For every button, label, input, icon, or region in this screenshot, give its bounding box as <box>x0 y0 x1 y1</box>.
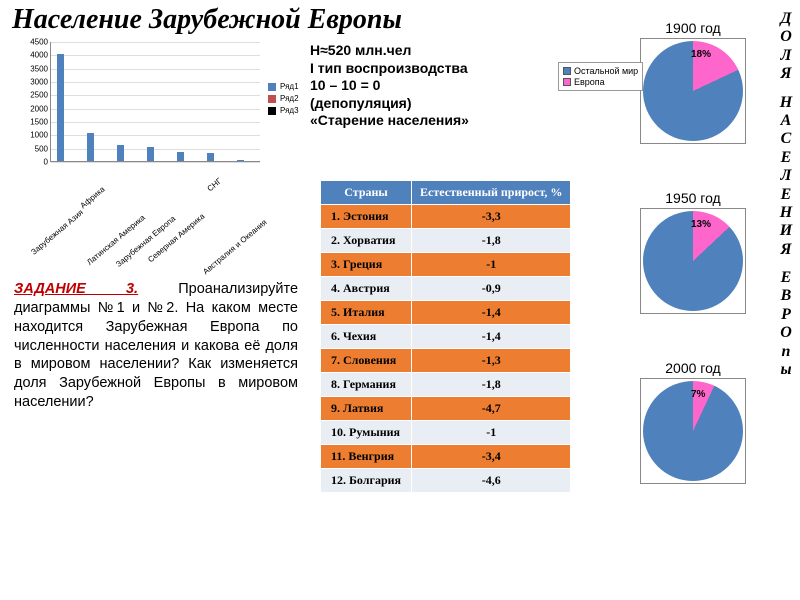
bar <box>237 160 244 161</box>
table-cell-value: -4,6 <box>412 469 571 493</box>
table-cell-country: 3. Греция <box>321 253 412 277</box>
table-cell-value: -3,4 <box>412 445 571 469</box>
table-body: 1. Эстония-3,32. Хорватия-1,83. Греция-1… <box>321 205 571 493</box>
pie-legend: Остальной мирЕвропа <box>558 62 643 91</box>
table-cell-country: 4. Австрия <box>321 277 412 301</box>
bar-legend-item: Ряд2 <box>268 94 299 103</box>
table-row: 12. Болгария-4,6 <box>321 469 571 493</box>
bar-ytick: 4000 <box>20 51 48 60</box>
bar-ytick: 4500 <box>20 38 48 47</box>
summary-line: 10 – 10 = 0 <box>310 77 535 95</box>
table-cell-value: -0,9 <box>412 277 571 301</box>
pie-pct-label: 7% <box>691 389 705 400</box>
pie-year-label: 1950 год <box>640 190 746 206</box>
pie-legend-item: Европа <box>563 77 638 87</box>
table-row: 10. Румыния-1 <box>321 421 571 445</box>
pie-chart: 1900 год 18% <box>640 20 746 149</box>
task-block: ЗАДАНИЕ 3. Проанализируйте диаграммы №1 … <box>14 280 298 412</box>
bar-ytick: 3000 <box>20 78 48 87</box>
bar-ytick: 1000 <box>20 131 48 140</box>
bar-ytick: 2500 <box>20 91 48 100</box>
bar <box>87 133 94 161</box>
table-row: 1. Эстония-3,3 <box>321 205 571 229</box>
table-cell-country: 2. Хорватия <box>321 229 412 253</box>
summary-line: I тип воспроизводства <box>310 60 535 78</box>
summary-text: H≈520 млн.челI тип воспроизводства10 – 1… <box>310 42 535 130</box>
bar-legend-item: Ряд1 <box>268 82 299 91</box>
table-header-row: СтраныЕстественный прирост, % <box>321 181 571 205</box>
table-cell-value: -1 <box>412 421 571 445</box>
summary-line: «Старение населения» <box>310 112 535 130</box>
table-cell-value: -3,3 <box>412 205 571 229</box>
bar-xlabel: Зарубежная Азия <box>29 208 85 257</box>
task-heading: ЗАДАНИЕ 3. <box>14 281 138 297</box>
table-row: 9. Латвия-4,7 <box>321 397 571 421</box>
page-title: Население Зарубежной Европы <box>12 4 402 36</box>
bar-legend: Ряд1 Ряд2 Ряд3 <box>268 82 299 118</box>
table-cell-value: -1,8 <box>412 373 571 397</box>
bar-xlabel: СНГ <box>206 176 224 193</box>
pie-legend-item: Остальной мир <box>563 66 638 76</box>
bar-xlabel: Австралия и Океания <box>201 218 268 277</box>
bar-plot-area <box>50 42 260 162</box>
summary-line: (депопуляция) <box>310 95 535 113</box>
bar-ytick: 1500 <box>20 118 48 127</box>
table-cell-country: 12. Болгария <box>321 469 412 493</box>
bar-ytick: 0 <box>20 158 48 167</box>
bar <box>117 145 124 161</box>
table-cell-country: 5. Италия <box>321 301 412 325</box>
bar-legend-item: Ряд3 <box>268 106 299 115</box>
table-cell-country: 1. Эстония <box>321 205 412 229</box>
table-cell-value: -1 <box>412 253 571 277</box>
bar-ytick: 500 <box>20 144 48 153</box>
table-cell-value: -1,4 <box>412 301 571 325</box>
table-cell-country: 9. Латвия <box>321 397 412 421</box>
table-row: 6. Чехия-1,4 <box>321 325 571 349</box>
summary-line: H≈520 млн.чел <box>310 42 535 60</box>
table-row: 3. Греция-1 <box>321 253 571 277</box>
bar <box>57 54 64 161</box>
data-table: СтраныЕстественный прирост, % 1. Эстония… <box>320 180 571 493</box>
table-row: 8. Германия-1,8 <box>321 373 571 397</box>
table-cell-value: -1,8 <box>412 229 571 253</box>
table-cell-country: 11. Венгрия <box>321 445 412 469</box>
bar-ytick: 2000 <box>20 104 48 113</box>
table-cell-country: 10. Румыния <box>321 421 412 445</box>
pie-pct-label: 13% <box>691 219 711 230</box>
table-cell-country: 7. Словения <box>321 349 412 373</box>
table-row: 11. Венгрия-3,4 <box>321 445 571 469</box>
pie-year-label: 1900 год <box>640 20 746 36</box>
table-cell-value: -1,3 <box>412 349 571 373</box>
bar-chart: Ряд1 Ряд2 Ряд3 0 500 1000 1500 2000 2500 3000 350… <box>20 42 310 222</box>
pie-year-label: 2000 год <box>640 360 746 376</box>
table-row: 2. Хорватия-1,8 <box>321 229 571 253</box>
pie-pct-label: 18% <box>691 49 711 60</box>
table-cell-country: 8. Германия <box>321 373 412 397</box>
bar-ytick: 3500 <box>20 64 48 73</box>
table-row: 7. Словения-1,3 <box>321 349 571 373</box>
pie-chart: 1950 год 13% <box>640 190 746 319</box>
table-header: Естественный прирост, % <box>412 181 571 205</box>
table-cell-value: -1,4 <box>412 325 571 349</box>
table-cell-country: 6. Чехия <box>321 325 412 349</box>
bar <box>207 153 214 161</box>
table-row: 5. Италия-1,4 <box>321 301 571 325</box>
vertical-label: ДОЛЯ НАСЕЛЕНИЯ ЕВРОпы <box>778 10 794 379</box>
bar-xlabel: Африка <box>79 185 107 211</box>
table-row: 4. Австрия-0,9 <box>321 277 571 301</box>
task-body: Проанализируйте диаграммы №1 и №2. На ка… <box>14 281 298 410</box>
table-header: Страны <box>321 181 412 205</box>
bar <box>177 152 184 161</box>
pie-chart: 2000 год 7% <box>640 360 746 489</box>
table-cell-value: -4,7 <box>412 397 571 421</box>
bar <box>147 147 154 161</box>
